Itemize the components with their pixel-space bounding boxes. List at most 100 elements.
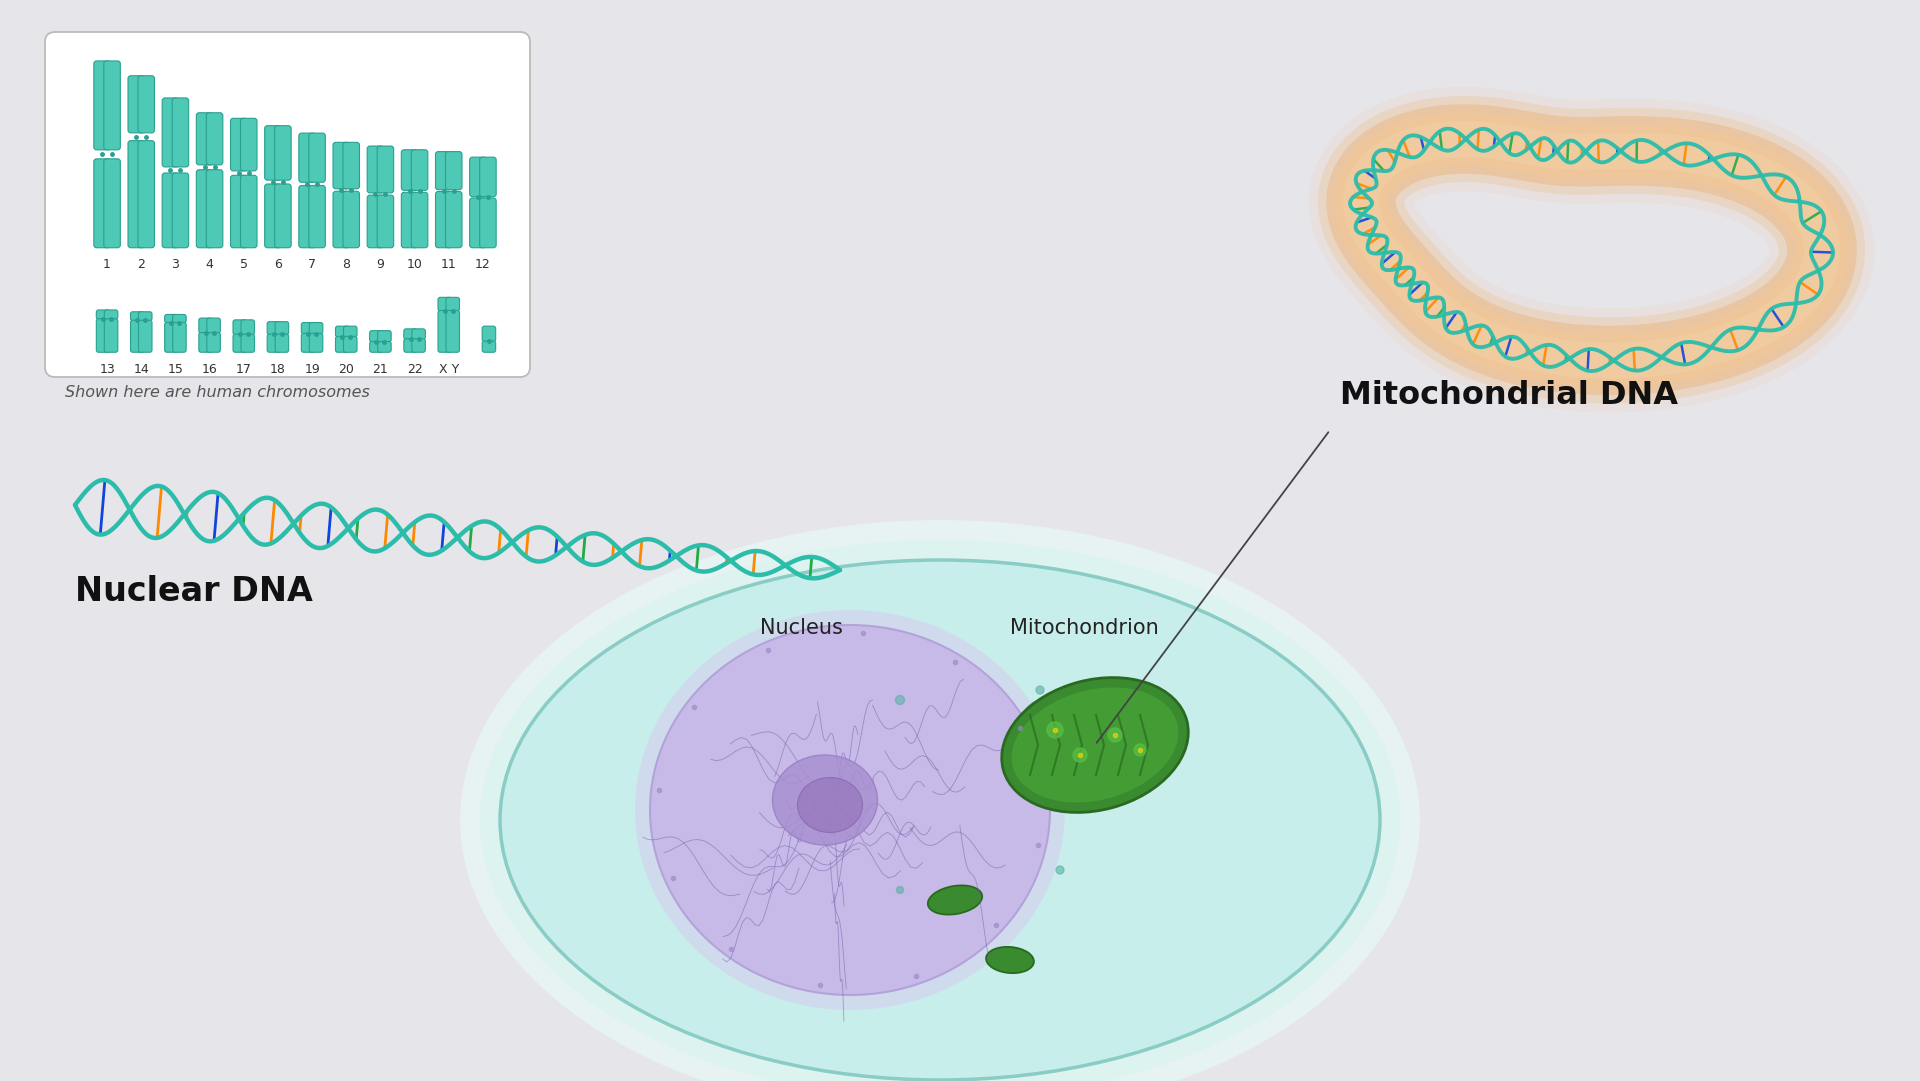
- FancyBboxPatch shape: [161, 98, 179, 166]
- FancyBboxPatch shape: [344, 191, 359, 248]
- FancyBboxPatch shape: [275, 334, 288, 352]
- FancyBboxPatch shape: [445, 310, 459, 352]
- Circle shape: [897, 886, 904, 894]
- Text: Mitochondrial DNA: Mitochondrial DNA: [1340, 381, 1678, 411]
- FancyBboxPatch shape: [138, 311, 152, 321]
- FancyBboxPatch shape: [267, 322, 280, 335]
- FancyBboxPatch shape: [242, 320, 255, 335]
- Text: 6: 6: [275, 258, 282, 271]
- FancyBboxPatch shape: [242, 334, 255, 352]
- FancyBboxPatch shape: [411, 338, 426, 352]
- FancyBboxPatch shape: [161, 173, 179, 248]
- FancyBboxPatch shape: [138, 141, 154, 248]
- Text: 18: 18: [271, 363, 286, 376]
- FancyBboxPatch shape: [344, 143, 359, 189]
- FancyBboxPatch shape: [200, 318, 213, 333]
- FancyBboxPatch shape: [173, 322, 186, 352]
- Ellipse shape: [772, 755, 877, 845]
- FancyBboxPatch shape: [403, 329, 417, 339]
- Ellipse shape: [651, 625, 1050, 995]
- FancyBboxPatch shape: [232, 320, 246, 335]
- FancyBboxPatch shape: [436, 191, 451, 248]
- FancyBboxPatch shape: [309, 186, 324, 248]
- FancyBboxPatch shape: [401, 150, 419, 190]
- Text: 5: 5: [240, 258, 248, 271]
- FancyBboxPatch shape: [207, 333, 221, 352]
- FancyBboxPatch shape: [436, 151, 451, 190]
- FancyBboxPatch shape: [300, 186, 315, 248]
- FancyBboxPatch shape: [411, 150, 428, 190]
- FancyBboxPatch shape: [300, 133, 315, 183]
- Ellipse shape: [480, 540, 1400, 1081]
- FancyBboxPatch shape: [131, 311, 144, 321]
- FancyBboxPatch shape: [480, 198, 495, 248]
- FancyBboxPatch shape: [301, 333, 315, 352]
- FancyBboxPatch shape: [96, 319, 109, 352]
- FancyBboxPatch shape: [376, 146, 394, 192]
- Text: Nucleus: Nucleus: [760, 618, 843, 638]
- Circle shape: [1046, 722, 1064, 738]
- FancyBboxPatch shape: [445, 191, 463, 248]
- FancyBboxPatch shape: [376, 195, 394, 248]
- Circle shape: [1056, 866, 1064, 875]
- FancyBboxPatch shape: [371, 342, 384, 352]
- Text: 8: 8: [342, 258, 349, 271]
- Circle shape: [1137, 747, 1144, 753]
- Ellipse shape: [927, 885, 983, 915]
- FancyBboxPatch shape: [44, 32, 530, 377]
- FancyBboxPatch shape: [230, 175, 248, 248]
- FancyBboxPatch shape: [196, 112, 213, 165]
- FancyBboxPatch shape: [96, 310, 109, 319]
- FancyBboxPatch shape: [275, 184, 292, 248]
- FancyBboxPatch shape: [344, 336, 357, 352]
- FancyBboxPatch shape: [240, 118, 257, 171]
- FancyBboxPatch shape: [378, 342, 392, 352]
- Text: 17: 17: [236, 363, 252, 376]
- FancyBboxPatch shape: [336, 336, 349, 352]
- FancyBboxPatch shape: [240, 175, 257, 248]
- FancyBboxPatch shape: [230, 118, 248, 171]
- FancyBboxPatch shape: [367, 195, 384, 248]
- Text: X Y: X Y: [438, 363, 459, 376]
- FancyBboxPatch shape: [200, 333, 213, 352]
- FancyBboxPatch shape: [438, 310, 451, 352]
- FancyBboxPatch shape: [94, 159, 109, 248]
- Text: Nuclear DNA: Nuclear DNA: [75, 575, 313, 608]
- Text: Mitochondrion: Mitochondrion: [1010, 618, 1160, 638]
- FancyBboxPatch shape: [344, 326, 357, 337]
- FancyBboxPatch shape: [445, 297, 459, 311]
- FancyBboxPatch shape: [470, 157, 486, 197]
- Ellipse shape: [987, 947, 1035, 973]
- Circle shape: [1037, 686, 1044, 694]
- FancyBboxPatch shape: [265, 184, 280, 248]
- FancyBboxPatch shape: [232, 334, 246, 352]
- FancyBboxPatch shape: [378, 331, 392, 342]
- FancyBboxPatch shape: [207, 318, 221, 333]
- FancyBboxPatch shape: [104, 159, 121, 248]
- Text: 19: 19: [303, 363, 321, 376]
- Ellipse shape: [461, 520, 1421, 1081]
- FancyBboxPatch shape: [131, 320, 144, 352]
- FancyBboxPatch shape: [401, 192, 419, 248]
- Text: 15: 15: [167, 363, 182, 376]
- FancyBboxPatch shape: [332, 191, 349, 248]
- Ellipse shape: [1012, 688, 1179, 802]
- FancyBboxPatch shape: [470, 198, 486, 248]
- FancyBboxPatch shape: [480, 157, 495, 197]
- Text: 20: 20: [338, 363, 353, 376]
- FancyBboxPatch shape: [205, 112, 223, 165]
- FancyBboxPatch shape: [205, 170, 223, 248]
- FancyBboxPatch shape: [173, 98, 188, 166]
- FancyBboxPatch shape: [445, 151, 463, 190]
- Circle shape: [1073, 748, 1087, 762]
- FancyBboxPatch shape: [104, 310, 117, 319]
- Text: Shown here are human chromosomes: Shown here are human chromosomes: [65, 385, 371, 400]
- FancyBboxPatch shape: [411, 192, 428, 248]
- Text: 9: 9: [376, 258, 384, 271]
- FancyBboxPatch shape: [129, 76, 144, 133]
- FancyBboxPatch shape: [173, 315, 186, 323]
- FancyBboxPatch shape: [165, 315, 179, 323]
- FancyBboxPatch shape: [104, 319, 117, 352]
- FancyBboxPatch shape: [165, 322, 179, 352]
- Text: 22: 22: [407, 363, 422, 376]
